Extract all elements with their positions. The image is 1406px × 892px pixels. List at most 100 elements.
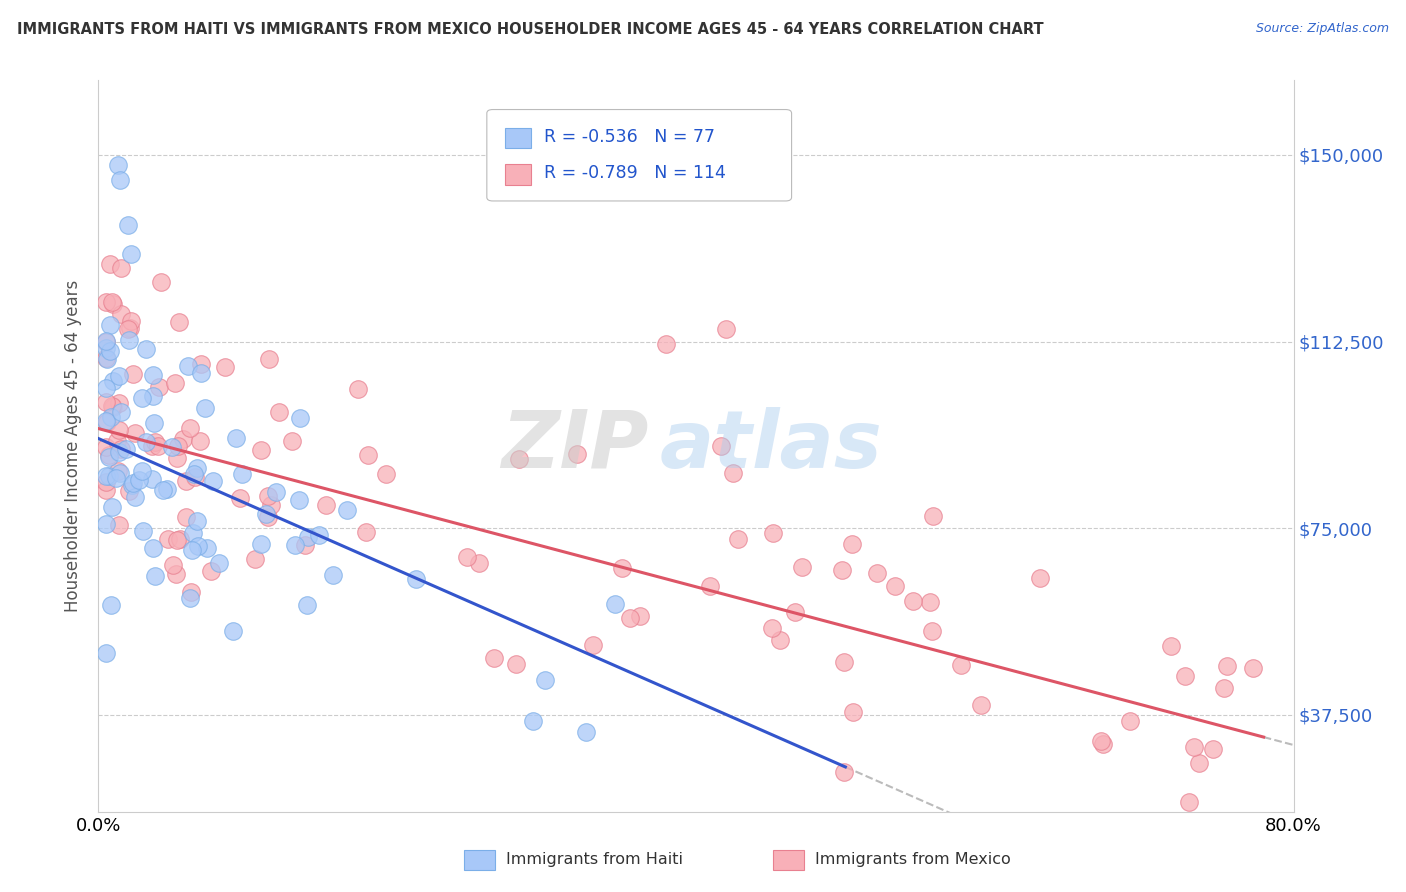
Point [94,517,117,532]
Point [146,439,169,453]
Point [141,438,163,452]
Point [110,442,132,456]
Point [357,448,380,462]
Point [166,451,188,466]
Point [1241,661,1264,675]
Point [288,410,311,425]
Point [1213,681,1236,695]
Point [1119,714,1142,728]
Point [132,524,155,539]
Point [118,321,141,335]
Point [619,611,641,625]
Point [94,351,117,365]
Point [792,560,814,574]
Point [117,322,139,336]
Point [259,351,281,366]
Point [250,537,273,551]
Point [143,569,166,583]
Point [522,714,544,728]
Point [229,491,252,506]
Point [201,474,224,488]
Point [260,498,283,512]
Point [186,539,208,553]
Point [108,396,131,410]
Point [108,466,131,480]
Point [188,434,211,448]
Point [918,595,941,609]
Point [105,434,128,448]
Point [172,433,194,447]
Point [98,448,121,462]
Point [1174,669,1197,683]
Point [884,579,907,593]
FancyBboxPatch shape [486,110,792,201]
Point [114,442,136,456]
Point [832,656,855,670]
Point [100,598,122,612]
Point [183,525,205,540]
Point [94,483,117,498]
Point [727,532,749,546]
Text: ZIP: ZIP [501,407,648,485]
Point [841,537,863,551]
Point [347,382,370,396]
Point [101,375,124,389]
Point [257,510,280,524]
Point [148,380,170,394]
Point [108,172,131,186]
Point [970,698,993,712]
Point [243,551,266,566]
Point [124,490,146,504]
Text: atlas: atlas [661,407,883,485]
Point [94,414,117,428]
Point [118,333,141,347]
Point [143,416,166,430]
Point [1182,740,1205,755]
Point [94,381,117,395]
Point [167,439,190,453]
Point [866,566,889,580]
Point [183,467,205,482]
Point [1202,741,1225,756]
FancyBboxPatch shape [505,164,531,185]
Point [295,599,318,613]
Point [832,764,855,779]
Point [901,594,924,608]
Point [176,509,198,524]
Point [100,409,122,424]
Point [121,368,143,382]
Point [267,404,290,418]
Point [150,275,173,289]
Point [190,366,212,380]
Point [783,605,806,619]
Text: R = -0.536   N = 77: R = -0.536 N = 77 [544,128,716,145]
Point [121,478,143,492]
Point [94,395,117,409]
Text: Immigrants from Mexico: Immigrants from Mexico [815,853,1011,867]
Point [157,533,180,547]
Point [195,541,218,555]
Point [288,492,311,507]
Point [160,440,183,454]
Point [257,489,280,503]
Point [94,468,117,483]
Point [375,467,398,482]
Point [120,314,142,328]
Point [949,657,972,672]
Point [100,318,122,332]
Point [308,528,330,542]
Point [141,472,163,486]
Point [628,608,651,623]
Point [723,467,745,481]
Point [110,261,132,276]
Point [225,431,247,445]
Point [156,482,179,496]
Point [110,307,132,321]
Point [97,450,120,464]
Point [322,568,344,582]
Point [1178,795,1201,809]
Point [533,673,555,688]
Point [142,368,165,382]
Point [124,425,146,440]
Point [107,158,129,172]
